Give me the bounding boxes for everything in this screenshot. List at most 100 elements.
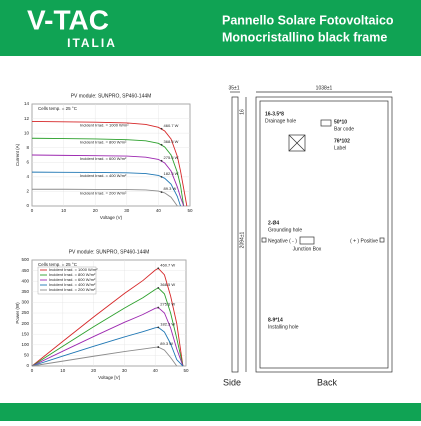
label-cross (288, 134, 306, 152)
dimension: 35±1 (228, 85, 239, 91)
title-line: Pannello Solare Fotovoltaico (222, 13, 394, 27)
legend-label: Incident Irrad. = 200 W/m² (49, 287, 96, 292)
series-line (32, 188, 178, 207)
x-tick-label: 40 (153, 368, 159, 373)
legend-label: Incident Irrad. = 600 W/m² (49, 277, 96, 282)
y-tick-label: 50 (24, 353, 30, 358)
callout-label: Bar code (334, 126, 354, 132)
callout-code: 76*102 (334, 138, 350, 144)
x-tick-label: 20 (91, 368, 97, 373)
y-tick-label: 300 (21, 300, 29, 305)
legend-label: Incident Irrad. = 400 W/m² (49, 282, 96, 287)
x-axis-label: Voltage (V) (100, 215, 123, 220)
junction: Junction Box (293, 246, 322, 252)
annotation: 182.3 W (160, 321, 175, 326)
annotation-point (160, 143, 163, 146)
annotation-point (160, 191, 163, 194)
y-tick-label: 0 (26, 203, 29, 208)
callout-label: Label (334, 145, 346, 151)
y-tick-label: 8 (26, 145, 29, 150)
negative: Negative ( - ) (268, 238, 297, 244)
series-line (31, 267, 184, 367)
series-line (31, 154, 185, 207)
legend-label: Incident Irrad. = 1000 W/m² (49, 267, 98, 272)
y-tick-label: 500 (21, 257, 29, 262)
series-line (31, 307, 184, 367)
legend-label: Incident Irrad. = 400 W/m² (80, 173, 127, 178)
annotation: 89.3 W (160, 341, 173, 346)
annotation-point (157, 326, 160, 329)
x-tick-label: 40 (156, 208, 162, 213)
x-tick-label: 10 (60, 368, 66, 373)
legend-label: Incident Irrad. = 600 W/m² (80, 156, 127, 161)
annotation: 460.7 W (164, 123, 179, 128)
y-tick-label: 100 (21, 342, 29, 347)
legend-box (37, 266, 97, 295)
annotation-point (160, 127, 163, 130)
y-tick-label: 14 (24, 101, 30, 106)
y-tick-label: 6 (26, 159, 29, 164)
panel-drawing (230, 91, 393, 373)
dimension: 16 (239, 109, 245, 115)
annotation: 182.3 W (164, 171, 179, 176)
callout-code: 50*10 (334, 119, 347, 125)
y-tick-label: 4 (26, 174, 29, 179)
drawing-labels: 35±1 1038±1 2094±1 16 16-3.5*8 Drainage … (223, 85, 378, 387)
legend-label: Incident Irrad. = 200 W/m² (80, 190, 127, 195)
series-line (31, 171, 181, 207)
chart-title: PV module: SUNPRO, SP460-144M (69, 249, 150, 255)
y-axis-label: Power (W) (15, 302, 20, 324)
back-label: Back (317, 377, 338, 387)
header-band (0, 0, 421, 56)
annotation: 89.3 W (164, 186, 177, 191)
annotation: 275.6 W (160, 302, 175, 307)
brand: V-TAC (27, 4, 109, 35)
legend-label: Incident Irrad. = 800 W/m² (80, 139, 127, 144)
junction-box (299, 236, 315, 245)
annotation-point (160, 159, 163, 162)
y-tick-label: 350 (21, 289, 29, 294)
y-tick-label: 450 (21, 268, 29, 273)
annotation: 275.6 W (164, 155, 179, 160)
annotation-point (157, 286, 160, 289)
legend-label: Incident Irrad. = 800 W/m² (49, 272, 96, 277)
x-tick-label: 10 (61, 208, 67, 213)
x-tick-label: 50 (187, 208, 193, 213)
series-line (31, 326, 184, 367)
back-inner (259, 100, 389, 369)
annotation-point (157, 306, 160, 309)
chart-title: PV module: SUNPRO, SP460-144M (71, 93, 152, 99)
x-tick-label: 30 (122, 368, 128, 373)
x-tick-label: 0 (31, 368, 34, 373)
note: Cells temp. = 25 °C (38, 106, 78, 111)
annotation: 368.5 W (160, 282, 175, 287)
annotation-point (157, 267, 160, 270)
callout-label: Grounding hole (268, 227, 302, 233)
back-frame (255, 96, 393, 373)
y-tick-label: 400 (21, 278, 29, 283)
annotation: 460.7 W (160, 262, 175, 267)
y-tick-label: 12 (24, 116, 30, 121)
legend-label: Incident Irrad. = 1000 W/m² (80, 123, 129, 128)
y-tick-label: 200 (21, 321, 29, 326)
dimension: 1038±1 (316, 85, 333, 91)
side-label: Side (223, 377, 241, 387)
annotation-point (157, 346, 160, 348)
y-tick-label: 0 (26, 363, 29, 368)
y-tick-label: 2 (26, 189, 29, 194)
footer-band (0, 403, 421, 421)
sub-brand: ITALIA (67, 36, 117, 50)
barcode-box (320, 119, 332, 127)
connector (379, 237, 385, 243)
positive: ( + ) Positive (350, 238, 378, 244)
x-tick-label: 0 (31, 208, 34, 213)
connector (261, 237, 267, 243)
callout-code: 8-9*14 (268, 317, 283, 323)
callout-code: 16-3.5*8 (265, 111, 284, 117)
y-axis-label: Current (A) (15, 143, 20, 166)
x-tick-label: 50 (183, 368, 189, 373)
series-line (31, 346, 178, 367)
series-line (31, 287, 184, 367)
